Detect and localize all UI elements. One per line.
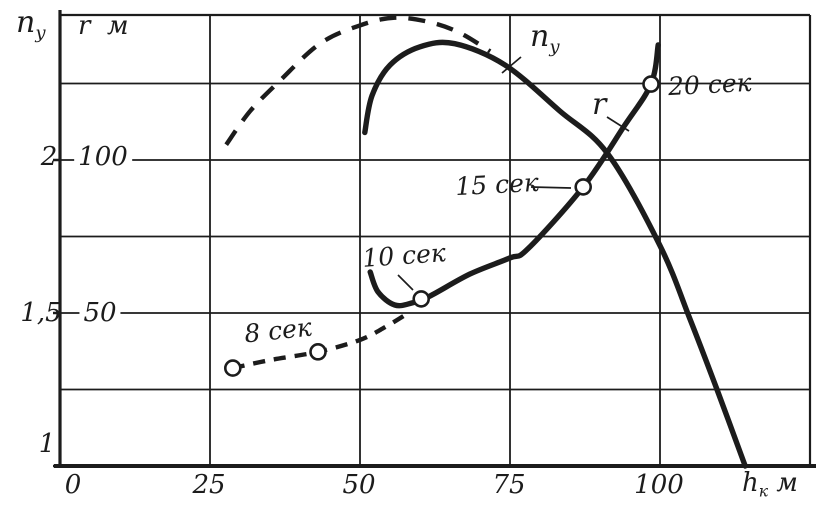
curve-label-r: r <box>592 87 607 122</box>
curve-label-ny: nу <box>530 19 560 58</box>
time-marker-circle <box>224 359 242 377</box>
ny-tick-label-1-5: 1,5 <box>20 298 62 328</box>
time-label-20sec: 20 сек <box>667 67 753 102</box>
x-tick-label-0: 0 <box>64 470 82 500</box>
annotation-leader-line <box>397 274 414 291</box>
ny-tick-label-2: 2 <box>40 142 58 172</box>
annotation-leader-line <box>606 116 630 132</box>
curve-ny-solid <box>362 39 748 469</box>
annotation-leader-line <box>530 186 572 189</box>
curve-r-solid <box>367 42 661 309</box>
time-marker-circle <box>412 290 431 308</box>
time-label-10sec: 10 сек <box>361 238 447 273</box>
x-tick-label-75: 75 <box>492 470 526 500</box>
x-axis-label: hк м <box>742 468 798 501</box>
time-marker-circle <box>574 178 593 196</box>
y-axis-label-r: r м <box>78 11 129 41</box>
y-axis-label-r-unit: м <box>106 11 129 41</box>
x-tick-label-50: 50 <box>342 470 376 500</box>
ny-tick-label-1: 1 <box>38 429 56 459</box>
time-label-8sec: 8 сек <box>242 312 314 349</box>
r-tick-label-100: 100 <box>74 144 132 170</box>
r-tick-label-50: 50 <box>79 300 121 326</box>
x-tick-label-100: 100 <box>634 470 684 500</box>
x-tick-label-25: 25 <box>192 470 226 500</box>
curve-ny-dashed <box>224 15 492 146</box>
time-marker-circle <box>642 75 660 93</box>
x-axis-label-unit: м <box>776 468 798 498</box>
time-label-15sec: 15 сек <box>454 167 540 202</box>
y-axis-label-ny: nу <box>16 5 46 44</box>
annotation-leader-line <box>501 56 522 74</box>
time-marker-circle <box>309 343 327 361</box>
curve-r-dashed <box>232 313 407 371</box>
